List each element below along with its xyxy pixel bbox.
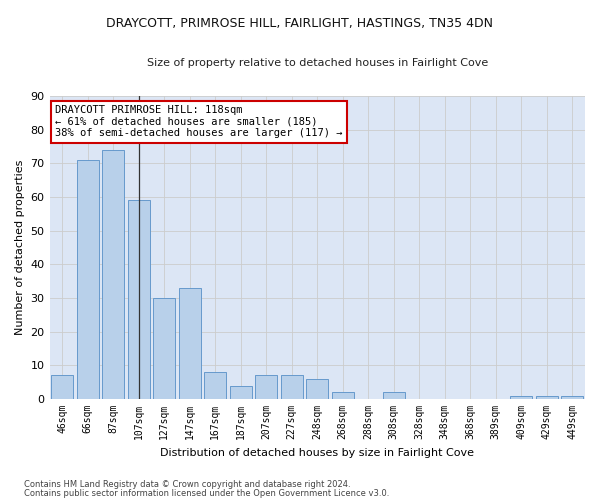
Bar <box>511 396 532 399</box>
Text: DRAYCOTT PRIMROSE HILL: 118sqm
← 61% of detached houses are smaller (185)
38% of: DRAYCOTT PRIMROSE HILL: 118sqm ← 61% of … <box>55 105 343 138</box>
Text: DRAYCOTT, PRIMROSE HILL, FAIRLIGHT, HASTINGS, TN35 4DN: DRAYCOTT, PRIMROSE HILL, FAIRLIGHT, HAST… <box>107 18 493 30</box>
Text: Contains public sector information licensed under the Open Government Licence v3: Contains public sector information licen… <box>24 489 389 498</box>
Bar <box>128 200 149 399</box>
Bar <box>332 392 353 399</box>
Bar <box>307 379 328 399</box>
Bar <box>179 288 200 399</box>
Bar <box>281 376 302 399</box>
Bar <box>52 376 73 399</box>
Bar <box>154 298 175 399</box>
Title: Size of property relative to detached houses in Fairlight Cove: Size of property relative to detached ho… <box>146 58 488 68</box>
Y-axis label: Number of detached properties: Number of detached properties <box>15 160 25 335</box>
Bar <box>230 386 251 399</box>
Bar <box>205 372 226 399</box>
Bar <box>383 392 404 399</box>
Bar <box>256 376 277 399</box>
Bar <box>77 160 98 399</box>
Text: Contains HM Land Registry data © Crown copyright and database right 2024.: Contains HM Land Registry data © Crown c… <box>24 480 350 489</box>
Bar <box>536 396 557 399</box>
Bar <box>562 396 583 399</box>
X-axis label: Distribution of detached houses by size in Fairlight Cove: Distribution of detached houses by size … <box>160 448 474 458</box>
Bar <box>103 150 124 399</box>
